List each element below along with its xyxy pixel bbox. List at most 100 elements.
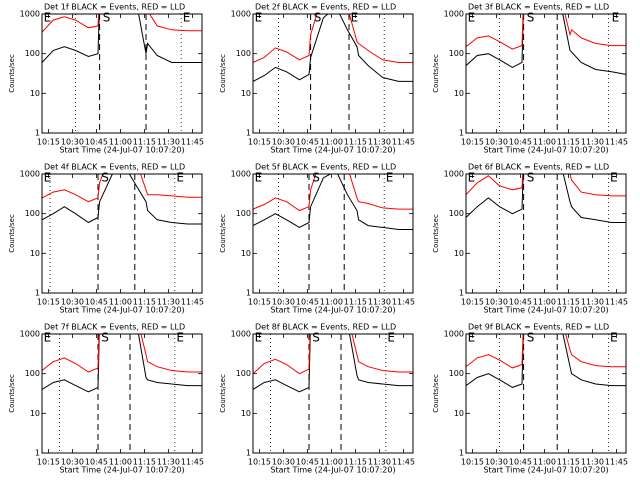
y-tick-label: 100 (449, 369, 464, 378)
series-line (253, 334, 413, 393)
y-axis-label: Counts/sec (8, 214, 16, 253)
annotation: E (386, 171, 394, 185)
x-tick-label: 11:45 (392, 458, 415, 467)
panel-title: Det 8f BLACK = Events, RED = LLD (255, 323, 396, 332)
series-line (42, 14, 202, 63)
x-tick-label: 11:15 (344, 138, 367, 147)
plot-frame (465, 173, 627, 294)
y-tick-label: 100 (236, 369, 251, 378)
x-tick-label: 11:15 (344, 298, 367, 307)
panel: Det 5f BLACK = Events, RED = LLD 1 10 100 10… (219, 163, 415, 315)
x-axis-label: Start Time (24-Jul-07 10:07:20) (59, 466, 184, 475)
x-tick-label: 10:30 (61, 458, 84, 467)
annotation: E (176, 331, 184, 345)
annotation: E (255, 331, 263, 345)
x-tick-label: 10:15 (248, 458, 271, 467)
plot-frame (252, 13, 414, 134)
plot-frame (465, 13, 627, 134)
x-tick-label: 11:30 (157, 138, 180, 147)
annotation: E (610, 331, 618, 345)
x-tick-label: 11:15 (344, 458, 367, 467)
x-tick-label: 10:45 (296, 298, 319, 307)
x-tick-label: 11:00 (533, 458, 556, 467)
x-tick-label: 11:45 (181, 298, 204, 307)
panel: Det 8f BLACK = Events, RED = LLD 1 10 100 10… (219, 323, 415, 475)
panel: Det 1f BLACK = Events, RED = LLD 1 10 100 10… (8, 3, 204, 155)
y-tick-label: 1 (35, 449, 40, 458)
x-axis-label: Start Time (24-Jul-07 10:07:20) (270, 306, 395, 315)
panel-title: Det 6f BLACK = Events, RED = LLD (468, 163, 609, 172)
panel: Det 3f BLACK = Events, RED = LLD 1 10 100 10… (432, 3, 628, 155)
annotation: E (44, 171, 52, 185)
annotation: E (610, 171, 618, 185)
y-tick-label: 1000 (444, 170, 464, 179)
annotation: E (468, 331, 476, 345)
panel-title: Det 7f BLACK = Events, RED = LLD (44, 323, 185, 332)
x-tick-label: 10:30 (61, 298, 84, 307)
x-tick-label: 11:45 (181, 458, 204, 467)
panel: Det 2f BLACK = Events, RED = LLD 1 10 100 10… (219, 3, 415, 155)
series-line (42, 14, 202, 33)
series-line (466, 14, 626, 50)
x-tick-label: 10:15 (37, 458, 60, 467)
x-tick-label: 11:00 (109, 298, 132, 307)
x-tick-label: 11:30 (157, 458, 180, 467)
y-tick-label: 100 (236, 209, 251, 218)
y-tick-label: 100 (236, 49, 251, 58)
x-tick-label: 11:30 (157, 298, 180, 307)
y-tick-label: 1 (35, 129, 40, 138)
panel-title: Det 2f BLACK = Events, RED = LLD (255, 3, 396, 12)
y-tick-label: 1 (246, 129, 251, 138)
series-line (42, 334, 202, 393)
x-axis-label: Start Time (24-Jul-07 10:07:20) (483, 306, 608, 315)
x-tick-label: 10:30 (272, 298, 295, 307)
x-axis-label: Start Time (24-Jul-07 10:07:20) (483, 146, 608, 155)
plot-frame (41, 173, 203, 294)
series-line (466, 334, 626, 388)
y-tick-label: 1 (459, 289, 464, 298)
series-line (253, 334, 413, 375)
series-line (466, 334, 626, 369)
panel-title: Det 1f BLACK = Events, RED = LLD (44, 3, 185, 12)
x-tick-label: 10:30 (485, 138, 508, 147)
y-tick-label: 1000 (20, 170, 40, 179)
series-line (42, 174, 202, 225)
x-tick-label: 11:45 (605, 458, 628, 467)
y-tick-label: 100 (25, 209, 40, 218)
x-tick-label: 11:45 (605, 298, 628, 307)
x-tick-label: 11:45 (392, 138, 415, 147)
x-axis-label: Start Time (24-Jul-07 10:07:20) (270, 146, 395, 155)
y-tick-label: 10 (454, 89, 464, 98)
x-tick-label: 10:45 (85, 298, 108, 307)
x-tick-label: 10:45 (509, 138, 532, 147)
panel-title: Det 9f BLACK = Events, RED = LLD (468, 323, 609, 332)
y-axis-label: Counts/sec (432, 214, 440, 253)
x-tick-label: 10:30 (272, 138, 295, 147)
annotation: S (527, 331, 535, 345)
x-tick-label: 10:45 (85, 458, 108, 467)
x-tick-label: 11:00 (109, 138, 132, 147)
x-tick-label: 11:30 (368, 298, 391, 307)
x-tick-label: 10:30 (485, 298, 508, 307)
annotation: S (101, 331, 109, 345)
y-tick-label: 10 (241, 409, 251, 418)
panel-title: Det 4f BLACK = Events, RED = LLD (44, 163, 185, 172)
panel-title: Det 3f BLACK = Events, RED = LLD (468, 3, 609, 12)
y-axis-label: Counts/sec (8, 54, 16, 93)
x-axis-label: Start Time (24-Jul-07 10:07:20) (270, 466, 395, 475)
x-tick-label: 11:00 (533, 298, 556, 307)
y-tick-label: 1000 (20, 330, 40, 339)
annotation: E (183, 11, 191, 25)
x-tick-label: 11:30 (581, 138, 604, 147)
y-axis-label: Counts/sec (8, 374, 16, 413)
x-tick-label: 11:30 (368, 138, 391, 147)
y-tick-label: 10 (30, 249, 40, 258)
annotation: E (255, 11, 263, 25)
x-tick-label: 11:30 (581, 458, 604, 467)
x-tick-label: 11:00 (320, 298, 343, 307)
annotation: E (351, 11, 359, 25)
x-tick-label: 11:00 (109, 458, 132, 467)
annotation: E (176, 171, 184, 185)
y-tick-label: 10 (241, 89, 251, 98)
